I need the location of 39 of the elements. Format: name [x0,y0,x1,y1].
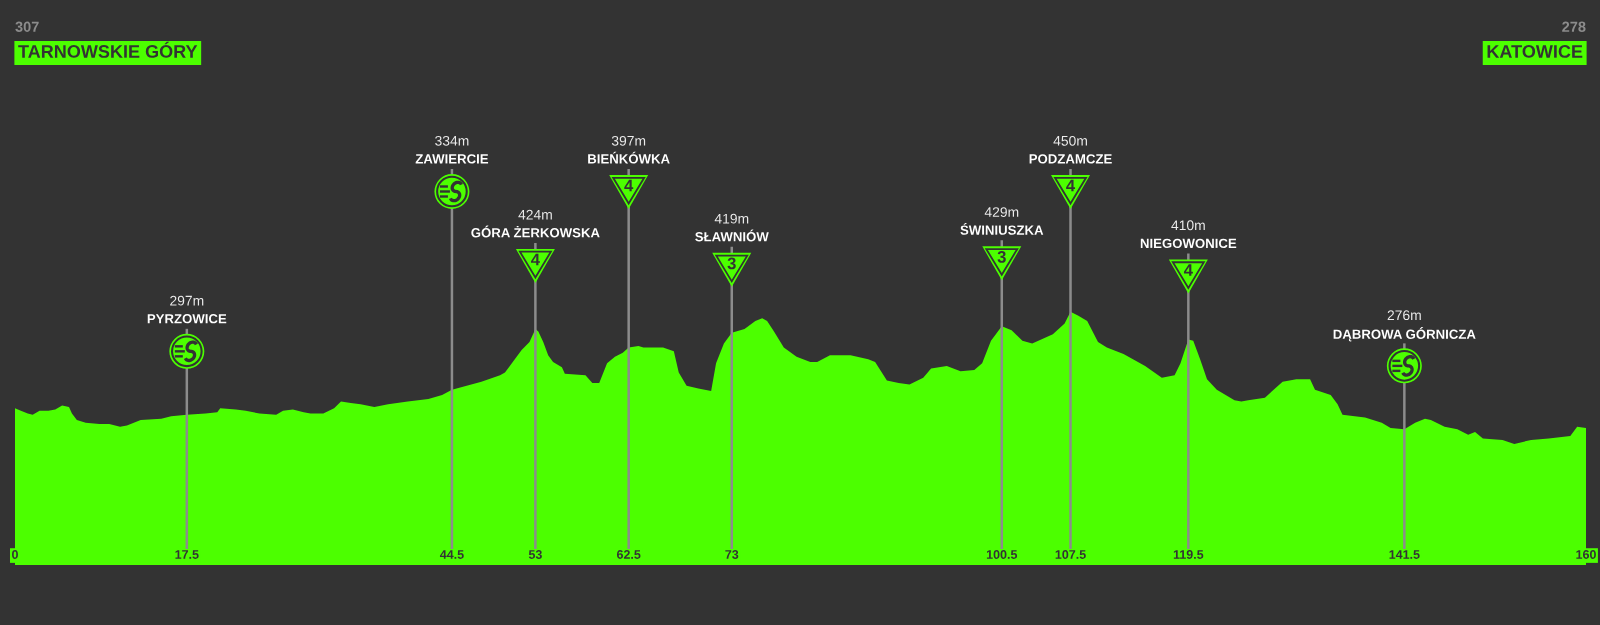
x-tick-label: 100.5 [986,550,1018,559]
text: TARNOWSKIE GÓRY [18,41,198,58]
annotation: 4 [1183,264,1193,276]
x-tick-label: 141.5 [1389,550,1420,559]
text: 397m [611,135,646,146]
ref-line-label: NIEGOWONICE [1140,238,1237,249]
text: 450m [1053,135,1087,146]
x-tick-label: 160 [1576,550,1596,559]
text: 334m [435,135,469,146]
text: 307 [15,21,39,32]
x-tick-label: 119.5 [1173,550,1204,559]
annotation: 4 [531,253,540,266]
text: 278 [1562,21,1586,32]
text: 419m [714,213,749,224]
annotation: 3 [997,250,1006,263]
x-tick-label: 62.5 [616,550,641,559]
annotation: 276m [1387,310,1421,321]
ref-line-label: PODZAMCZE [1029,154,1112,164]
text: 297m [170,295,204,306]
annotation: 4 [1066,179,1076,192]
x-tick-label: 17.5 [175,550,199,559]
x-tick-label: 53 [528,550,542,559]
text: 429m [984,207,1019,217]
x-tick-label: 73 [725,550,739,559]
text: KATOWICE [1487,45,1583,58]
ref-line-label: PYRZOWICE [147,314,227,324]
ref-line-label: SŁAWNIÓW [695,229,769,242]
text: 410m [1171,220,1205,231]
ref-line-label: ŚWINIUSZKA [960,222,1044,235]
text: 424m [518,209,552,220]
x-tick-label: 44.5 [439,550,464,559]
annotation: 3 [727,257,736,270]
x-tick-label: 107.5 [1055,550,1086,559]
x-tick-label: 0 [12,550,18,559]
ref-line-label: DĄBROWA GÓRNICZA [1333,327,1476,342]
ref-line-label: ZAWIERCIE [415,154,489,164]
annotation: 4 [624,179,634,192]
ref-line-label: GÓRA ŻERKOWSKA [471,225,600,238]
ref-line-label: BIEŃKÓWKA [588,151,670,164]
